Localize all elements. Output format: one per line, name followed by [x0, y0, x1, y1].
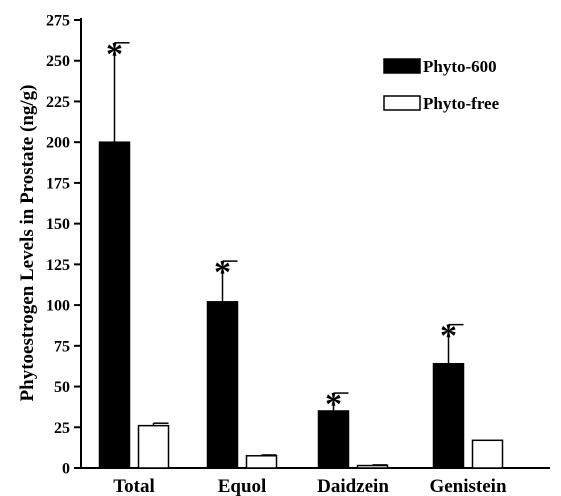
bar-phyto-600 — [317, 410, 350, 469]
bar-phyto-600 — [432, 362, 465, 469]
y-tick-label: 125 — [46, 257, 70, 274]
y-tick-label: 200 — [46, 135, 70, 152]
y-tick-label: 75 — [54, 338, 70, 355]
category-label: Equol — [218, 476, 267, 496]
axes: 0 25 50 75 100 125 150 175 200 225 250 275 — [46, 13, 550, 478]
legend-label: Phyto-free — [423, 94, 500, 113]
category-label: Genistein — [429, 476, 506, 496]
significance-star: * — [325, 386, 342, 423]
y-tick-label: 150 — [46, 216, 70, 233]
category-label: Daidzein — [317, 476, 389, 496]
y-tick-label: 275 — [46, 13, 70, 30]
legend-swatch — [383, 95, 421, 111]
y-tick-label: 225 — [46, 94, 70, 111]
y-tick-label: 175 — [46, 175, 70, 192]
bar-phyto-600 — [98, 141, 131, 469]
significance-star: * — [214, 254, 231, 291]
y-tick-label: 50 — [54, 379, 70, 396]
legend-label: Phyto-600 — [423, 57, 497, 76]
significance-star: * — [440, 318, 457, 355]
legend: Phyto-600 Phyto-free — [383, 57, 500, 113]
y-axis-title: Phytoestrogen Levels in Prostate (ng/g) — [17, 85, 38, 402]
legend-swatch — [383, 58, 421, 74]
y-tick-label: 100 — [46, 298, 70, 315]
bar-phyto-free — [356, 464, 389, 469]
bar-phyto-free — [245, 455, 278, 469]
bar-phyto-free — [137, 424, 170, 469]
bar-phyto-600 — [206, 301, 239, 469]
y-tick-label: 25 — [54, 420, 70, 437]
y-tick-label: 250 — [46, 53, 70, 70]
bars: * Total * Equol * Daidzein * Genistein — [98, 36, 507, 496]
significance-star: * — [106, 36, 123, 73]
category-label: Total — [113, 476, 155, 496]
bar-phyto-free — [471, 439, 504, 469]
y-tick-label: 0 — [62, 461, 70, 478]
